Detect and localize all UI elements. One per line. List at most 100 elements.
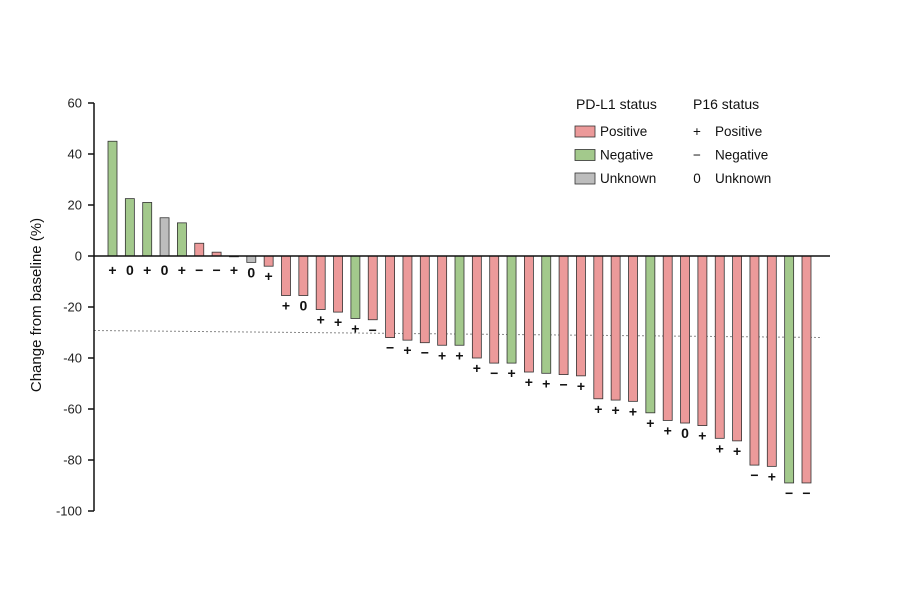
bar	[801, 255, 812, 484]
p16-label: +	[230, 262, 238, 278]
p16-label: +	[507, 365, 515, 381]
bar	[489, 255, 500, 364]
legend-label: Positive	[600, 124, 647, 139]
p16-label: −	[421, 345, 429, 361]
bar	[714, 255, 725, 439]
bar	[662, 255, 673, 421]
p16-label: +	[455, 347, 463, 363]
legend-label: Negative	[715, 148, 768, 163]
legend-label: Positive	[715, 124, 762, 139]
bar	[610, 255, 621, 401]
p16-label: +	[698, 428, 706, 444]
y-tick-label: -80	[63, 453, 82, 468]
p16-label: −	[386, 340, 394, 356]
legend-symbol: +	[693, 124, 701, 139]
p16-label: +	[351, 320, 359, 336]
p16-label: +	[646, 415, 654, 431]
bar	[506, 255, 517, 364]
y-tick-label: 0	[75, 249, 82, 264]
bar	[263, 255, 274, 267]
p16-label: +	[577, 378, 585, 394]
bar	[350, 255, 361, 319]
bar	[246, 255, 257, 263]
bar	[315, 255, 326, 310]
bar	[766, 255, 777, 467]
y-axis-title: Change from baseline (%)	[28, 218, 45, 392]
axis-layer: 60 40 20 0 -20 -40 -60 -80 -100	[56, 96, 830, 519]
legend-title-pdl1: PD-L1 status	[576, 96, 657, 112]
legend-swatch	[574, 149, 596, 161]
bar	[524, 255, 534, 373]
p16-label: +	[178, 262, 186, 278]
p16-label: 0	[681, 425, 689, 441]
bar	[194, 242, 205, 257]
bar	[593, 255, 604, 400]
legend-symbol: −	[693, 148, 701, 163]
legend-swatch	[574, 125, 596, 138]
p16-label: −	[560, 377, 568, 393]
p16-label: +	[612, 402, 620, 418]
p16-label: +	[403, 342, 411, 358]
legend-symbol: 0	[693, 171, 701, 186]
p16-label: +	[265, 268, 273, 284]
bar	[367, 255, 378, 321]
bar	[107, 140, 118, 257]
p16-label: +	[438, 347, 446, 363]
bar	[697, 255, 708, 426]
y-tick-label: 40	[68, 147, 82, 162]
p16-label: +	[473, 360, 481, 376]
y-tick-label: -60	[63, 402, 82, 417]
y-tick-label: -40	[63, 351, 82, 366]
legend-label: Unknown	[600, 171, 656, 186]
p16-label: −	[369, 322, 377, 338]
p16-label: −	[785, 485, 793, 501]
y-tick-label: -20	[63, 300, 82, 315]
p16-label: +	[108, 262, 116, 278]
bar	[159, 217, 170, 257]
p16-label: 0	[299, 298, 307, 314]
bar	[732, 255, 742, 442]
bar	[298, 255, 309, 296]
p16-label: −	[750, 467, 758, 483]
p16-label: +	[282, 298, 290, 314]
bar	[784, 255, 795, 484]
legend-title-p16: P16 status	[693, 96, 759, 112]
bar	[471, 255, 482, 359]
p16-label: −	[195, 262, 203, 278]
bar	[281, 255, 291, 296]
p16-label: −	[802, 485, 810, 501]
p16-labels-layer: +0 +0 + − − +0 ++ 0+ + + −− + − + ++ − ++ + − ++ + ++ +0 ++ +− +−…	[108, 262, 810, 501]
bar	[419, 255, 430, 344]
p16-label: +	[525, 374, 533, 390]
bar	[402, 255, 413, 341]
p16-label: +	[334, 314, 342, 330]
bar	[558, 255, 569, 375]
legend: PD-L1 status Positive Negative Unknown P16 s…	[574, 96, 771, 186]
bar	[142, 202, 153, 257]
bar	[541, 255, 552, 374]
p16-label: −	[213, 262, 221, 278]
bar	[385, 255, 396, 338]
bar	[454, 255, 465, 346]
y-tick-label: -100	[56, 504, 82, 519]
p16-label: +	[664, 422, 672, 438]
p16-label: +	[143, 262, 151, 278]
bar	[333, 255, 343, 313]
legend-label: Unknown	[715, 171, 771, 186]
y-tick-label: 20	[68, 198, 82, 213]
p16-label: 0	[247, 264, 255, 280]
p16-label: +	[594, 401, 602, 417]
bar	[437, 255, 448, 346]
legend-label: Negative	[600, 148, 653, 163]
legend-swatch	[574, 172, 596, 185]
p16-label: +	[542, 375, 550, 391]
bar	[749, 255, 760, 466]
p16-label: −	[490, 365, 498, 381]
bar	[124, 198, 135, 257]
p16-label: +	[716, 440, 724, 456]
bar	[628, 255, 638, 402]
p16-label: 0	[161, 262, 169, 278]
p16-label: 0	[126, 262, 134, 278]
